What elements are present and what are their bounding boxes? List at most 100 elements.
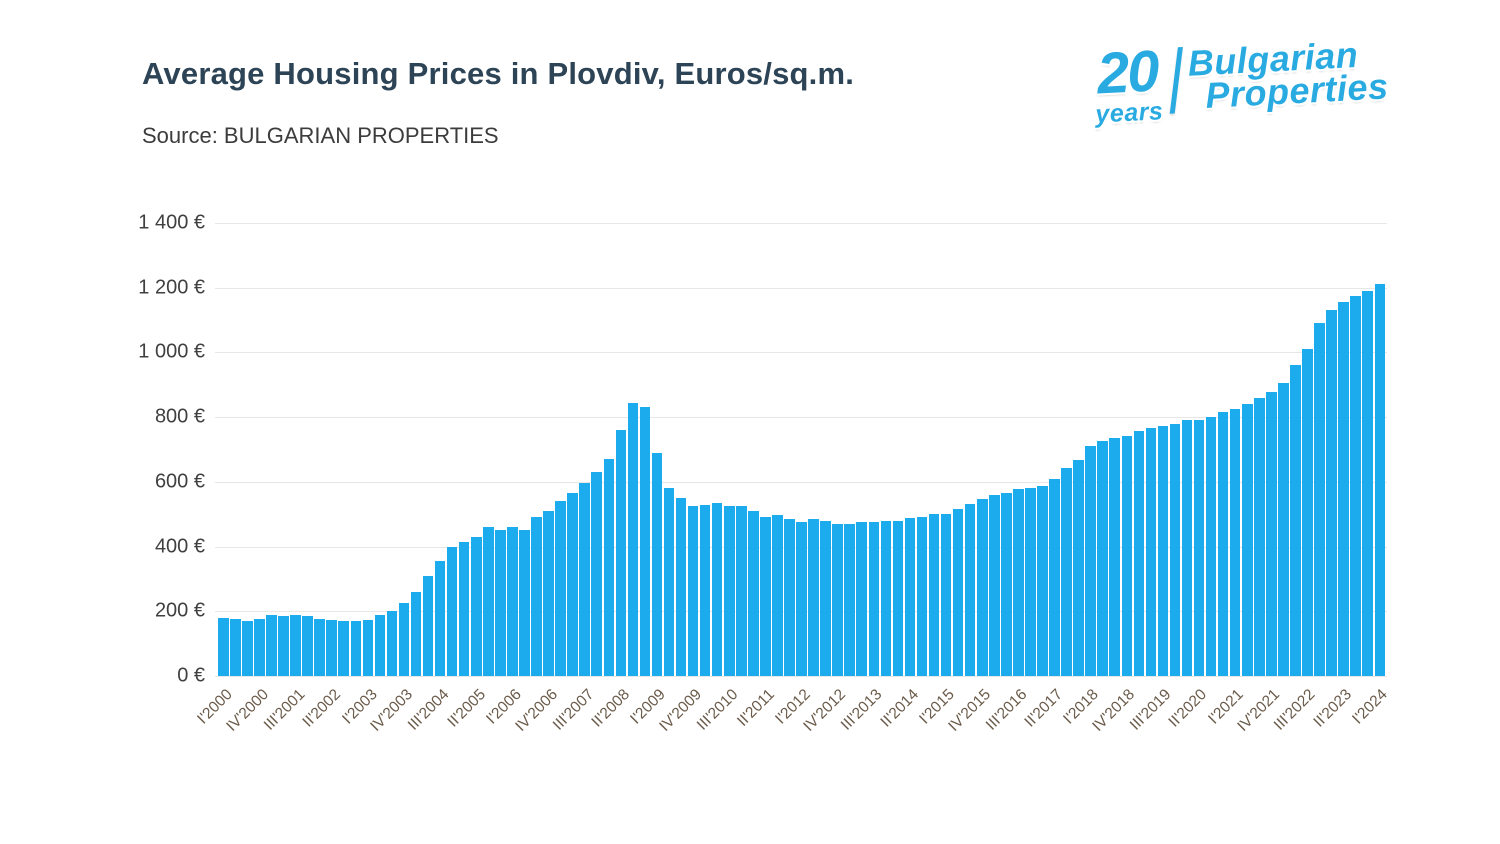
logo-years-text: years <box>1094 97 1165 129</box>
bar <box>1229 409 1241 676</box>
bar <box>1001 492 1012 676</box>
bar <box>338 621 350 676</box>
bar <box>1121 435 1133 676</box>
logo-20-text: 20 <box>1095 38 1160 107</box>
bar <box>880 521 892 676</box>
bar <box>639 407 651 676</box>
bar <box>326 620 337 676</box>
bar <box>1374 284 1386 676</box>
bar <box>760 517 771 676</box>
bar <box>1037 485 1048 676</box>
x-tick-label: II'2020 <box>1165 686 1211 731</box>
bar <box>651 452 663 676</box>
bar <box>615 430 627 676</box>
bar <box>266 614 277 676</box>
bar <box>940 513 952 676</box>
x-tick-label: II'2005 <box>444 686 489 731</box>
bar <box>1266 391 1277 676</box>
bar <box>1254 398 1265 676</box>
bar <box>374 614 386 676</box>
bar <box>964 503 976 676</box>
bar <box>1061 468 1072 676</box>
x-tick-label: II'2023 <box>1310 686 1355 731</box>
x-tick-label: II'2011 <box>733 686 778 730</box>
bar <box>1013 489 1024 676</box>
bar <box>796 522 807 676</box>
x-tick-label: II'2014 <box>877 686 922 731</box>
bar <box>1085 446 1096 676</box>
bar <box>278 616 289 676</box>
bar <box>603 459 615 676</box>
bar <box>555 501 566 676</box>
gridline <box>215 287 1387 289</box>
bar <box>591 472 602 676</box>
bar <box>422 575 434 676</box>
bar <box>928 514 940 676</box>
bar <box>772 515 783 676</box>
bar <box>687 506 699 676</box>
bar <box>1290 365 1301 676</box>
plot-area <box>218 223 1386 676</box>
bar <box>1157 426 1169 676</box>
y-tick-label: 200 € <box>154 599 205 622</box>
x-tick-label: II'2002 <box>299 686 345 731</box>
bar <box>1169 423 1181 676</box>
x-tick-label: II'2017 <box>1021 686 1067 731</box>
y-tick-label: 0 € <box>177 664 205 687</box>
bar <box>675 498 687 676</box>
bar <box>458 541 470 676</box>
bar <box>1049 479 1060 676</box>
bar <box>242 621 253 676</box>
logo-anniversary: 20 years <box>1092 38 1165 130</box>
bar <box>892 520 904 676</box>
logo-divider <box>1169 46 1183 114</box>
bar <box>784 519 795 676</box>
bar <box>1338 302 1349 676</box>
bar <box>989 494 1000 676</box>
gridline <box>215 352 1387 354</box>
bar <box>808 519 819 676</box>
x-tick-label: II'2008 <box>588 686 634 731</box>
bar <box>519 530 530 676</box>
bar <box>386 611 398 676</box>
bar <box>736 506 747 676</box>
bar <box>398 603 410 676</box>
page-title: Average Housing Prices in Plovdiv, Euros… <box>142 56 855 91</box>
bar <box>1278 383 1289 676</box>
bar <box>1314 323 1325 676</box>
gridline <box>215 223 1387 224</box>
bar <box>1193 419 1205 676</box>
bar <box>820 521 831 676</box>
bar <box>567 493 578 676</box>
bar <box>1181 420 1193 676</box>
gridline <box>215 417 1387 419</box>
bar <box>1217 412 1229 676</box>
bar <box>1073 459 1084 676</box>
bar <box>748 510 759 676</box>
bar <box>1025 487 1036 676</box>
bar <box>663 488 675 676</box>
y-tick-label: 600 € <box>154 470 205 493</box>
bar <box>1241 404 1253 676</box>
y-tick-label: 800 € <box>154 405 205 428</box>
logo-brand-line2: Properties <box>1204 65 1390 116</box>
bar <box>976 498 988 676</box>
bar <box>531 517 542 676</box>
bar <box>254 619 265 676</box>
logo-brand-name: Bulgarian Properties <box>1187 34 1390 116</box>
bar <box>470 536 482 676</box>
bar <box>1302 349 1313 676</box>
y-tick-label: 1 000 € <box>138 340 205 363</box>
bar <box>350 621 362 676</box>
bar <box>495 530 506 676</box>
bar <box>543 510 554 676</box>
bar <box>1133 430 1145 676</box>
bar <box>434 561 446 676</box>
bar <box>446 546 458 676</box>
y-tick-label: 1 200 € <box>138 276 205 299</box>
bar <box>314 619 325 676</box>
bar <box>410 591 422 676</box>
bar <box>723 506 735 676</box>
bar <box>627 402 639 676</box>
